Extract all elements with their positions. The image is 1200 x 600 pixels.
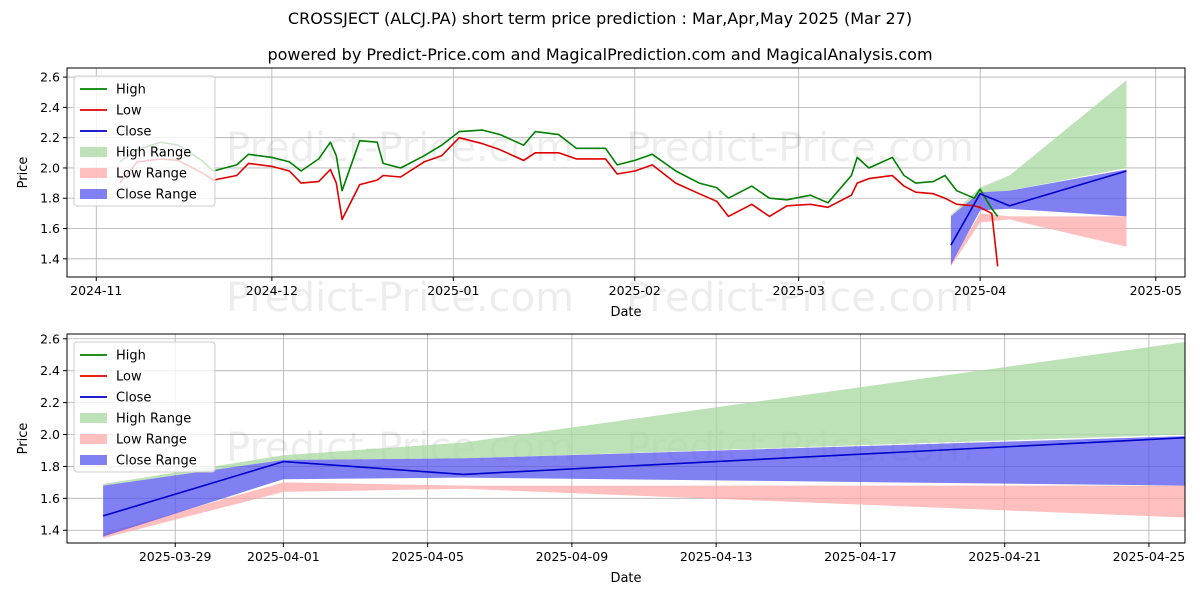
y-tick-label: 2.4	[40, 100, 60, 115]
y-tick-label: 1.4	[40, 251, 60, 266]
legend-key-high-range	[80, 147, 107, 157]
plot-frame	[66, 333, 1186, 544]
legend-label: Low	[116, 370, 142, 385]
chart-panel-2: Predict-Price.comPredict-Price.com2025-0…	[16, 331, 1186, 586]
legend-key-high-range	[80, 413, 107, 423]
y-tick-label: 1.6	[40, 491, 60, 506]
x-tick-label: 2025-04-21	[968, 549, 1041, 564]
y-tick-label: 1.8	[40, 191, 60, 206]
legend-box	[73, 341, 216, 473]
legend-label: Low Range	[116, 167, 187, 182]
x-tick-label: 2025-02	[609, 283, 661, 298]
band-high-range	[950, 80, 1127, 217]
x-tick-label: 2025-03-29	[139, 549, 212, 564]
legend-label: Close	[116, 125, 151, 140]
legend-label: Close	[116, 391, 151, 406]
band-close-range	[103, 436, 1185, 537]
x-tick-label: 2025-01	[427, 283, 479, 298]
legend-label: Low	[116, 104, 142, 119]
y-tick-label: 1.8	[40, 459, 60, 474]
band-low-range	[103, 482, 1185, 539]
x-tick-label: 2025-05	[1130, 283, 1182, 298]
y-tick-label: 2.4	[40, 363, 60, 378]
series-line-close	[950, 170, 1127, 246]
x-axis-label: Date	[610, 305, 641, 320]
legend-key-close-range	[80, 455, 107, 465]
plot-frame	[66, 67, 1186, 278]
legend-label: High	[116, 83, 146, 98]
y-tick-label: 2.0	[40, 160, 60, 175]
legend-label: High Range	[116, 412, 191, 427]
band-close-range	[950, 169, 1127, 265]
watermark-text: Predict-Price.com	[226, 125, 574, 171]
legend-box	[73, 75, 216, 207]
x-axis-label: Date	[610, 571, 641, 586]
legend-label: High Range	[116, 146, 191, 161]
legend: High Low Close High Range Low Range Close Ran…	[73, 341, 216, 473]
y-tick-label: 2.6	[40, 70, 60, 85]
chart-title: CROSSJECT (ALCJ.PA) short term price pre…	[287, 9, 913, 28]
legend-key-low-range	[80, 168, 107, 178]
legend-key-low-range	[80, 434, 107, 444]
x-tick-label: 2025-04-01	[247, 549, 320, 564]
x-tick-label: 2025-04	[954, 283, 1006, 298]
legend-label: Close Range	[116, 188, 197, 203]
x-tick-label: 2024-12	[246, 283, 298, 298]
y-tick-label: 2.2	[40, 130, 60, 145]
y-axis-label: Price	[16, 157, 31, 189]
x-tick-label: 2025-04-17	[824, 549, 897, 564]
legend-label: High	[116, 349, 146, 364]
watermark-text: Predict-Price.com	[226, 275, 574, 321]
x-tick-label: 2024-11	[70, 283, 122, 298]
watermark-text: Predict-Price.com	[626, 125, 974, 171]
y-tick-label: 2.6	[40, 331, 60, 346]
x-tick-label: 2025-04-13	[680, 549, 753, 564]
series-line-low	[119, 136, 999, 267]
legend-label: Close Range	[116, 454, 197, 469]
plot-area	[119, 80, 1127, 267]
band-low-range	[950, 213, 1127, 267]
series-line-close	[102, 436, 1185, 517]
band-high-range	[103, 342, 1185, 486]
x-tick-label: 2025-04-05	[391, 549, 464, 564]
x-tick-label: 2025-03	[773, 283, 825, 298]
y-tick-label: 2.0	[40, 427, 60, 442]
series-line-high	[119, 129, 999, 217]
plot-area	[102, 342, 1185, 539]
legend-label: Low Range	[116, 433, 187, 448]
chart-panel-1: Predict-Price.com Predict-Price.com Predic…	[16, 67, 1186, 321]
legend: High Low Close High Range Low Range Close Ran…	[73, 75, 216, 207]
x-tick-label: 2025-04-25	[1113, 549, 1186, 564]
chart-subtitle: powered by Predict-Price.com and Magical…	[267, 45, 933, 64]
y-axis-label: Price	[16, 423, 31, 455]
watermark-text: Predict-Price.com	[626, 275, 974, 321]
y-tick-label: 1.6	[40, 221, 60, 236]
y-tick-label: 1.4	[40, 523, 60, 538]
y-tick-label: 2.2	[40, 395, 60, 410]
legend-key-close-range	[80, 189, 107, 199]
x-tick-label: 2025-04-09	[536, 549, 609, 564]
